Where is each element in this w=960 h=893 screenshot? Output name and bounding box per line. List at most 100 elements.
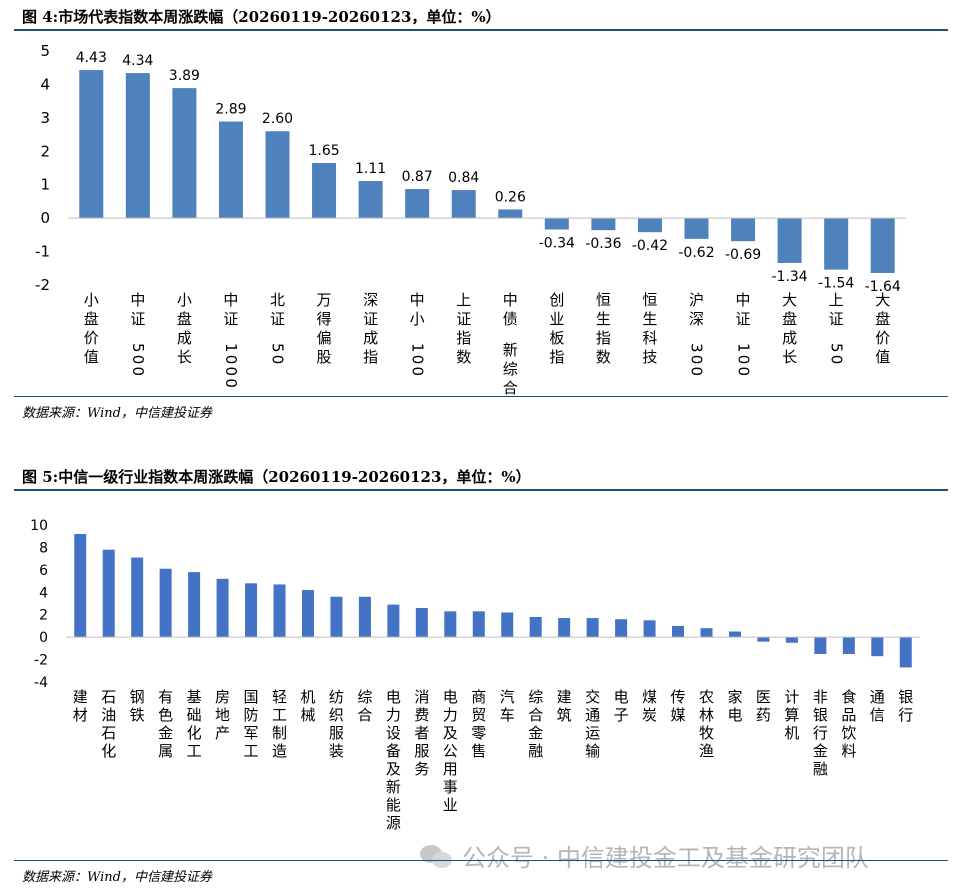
x-tick-label: 电力设备及新能源 bbox=[386, 688, 401, 832]
y-tick-label: -1 bbox=[35, 243, 50, 261]
x-tick-label: 建材 bbox=[73, 688, 88, 724]
x-tick-label: 医药 bbox=[756, 688, 771, 724]
data-label: -1.54 bbox=[818, 276, 854, 292]
x-tick-label: 建筑 bbox=[557, 688, 572, 724]
y-tick-label: 5 bbox=[40, 42, 50, 60]
bar bbox=[757, 637, 770, 642]
y-tick-label: 6 bbox=[39, 563, 48, 579]
y-tick-label: -2 bbox=[35, 276, 50, 294]
bar bbox=[871, 637, 884, 657]
x-tick-label: 交通运输 bbox=[585, 688, 600, 760]
data-label: 4.34 bbox=[122, 53, 153, 69]
x-tick-label: 恒生科技 bbox=[642, 291, 657, 366]
data-label: 1.11 bbox=[355, 161, 386, 177]
y-tick-label: 4 bbox=[39, 585, 48, 601]
figure-5-title-rule bbox=[14, 489, 948, 491]
x-tick-label: 上证 5 0 bbox=[827, 291, 845, 364]
wechat-icon bbox=[420, 843, 454, 869]
figure-5-bottom-rule bbox=[14, 860, 948, 861]
bar bbox=[643, 620, 656, 638]
y-tick-label: 0 bbox=[40, 209, 50, 227]
x-tick-label: 电力及公用事业 bbox=[443, 688, 458, 814]
x-tick-label: 中债-新综合 bbox=[503, 291, 522, 397]
y-tick-label: 3 bbox=[40, 109, 50, 127]
bar bbox=[472, 611, 485, 638]
watermark: 公众号 · 中信建投金工及基金研究团队 bbox=[420, 838, 869, 873]
x-tick-label: 小盘成长 bbox=[177, 291, 192, 366]
x-tick-label: 综合金融 bbox=[528, 688, 543, 760]
x-tick-label: 有色金属 bbox=[158, 688, 173, 760]
figure-4-bar-chart: -2 -1 0 1 2 3 4 5 4.43 小盘价值 4.34 中证 5 0 0 3.89 小盘成长 2.89 中… bbox=[35, 42, 906, 397]
y-tick-label: -4 bbox=[34, 675, 48, 691]
bar bbox=[245, 583, 258, 638]
x-tick-label: 汽车 bbox=[500, 688, 515, 724]
x-tick-label: 煤炭 bbox=[642, 688, 657, 724]
x-tick-label: 中证 1 0 0 bbox=[734, 291, 752, 376]
y-tick-label: 8 bbox=[39, 540, 48, 556]
bar bbox=[387, 604, 400, 638]
x-tick-label: 大盘价值 bbox=[875, 291, 890, 366]
x-tick-label: 北证 5 0 bbox=[269, 291, 287, 364]
figure-4-bottom-rule bbox=[14, 396, 948, 397]
bar bbox=[591, 218, 616, 231]
x-tick-label: 深证成指 bbox=[363, 291, 378, 366]
data-label: -0.69 bbox=[725, 247, 761, 263]
data-label: 4.43 bbox=[76, 50, 107, 66]
bar bbox=[312, 162, 337, 219]
data-label: -1.64 bbox=[865, 279, 901, 295]
bar bbox=[544, 218, 569, 230]
bar bbox=[615, 619, 628, 638]
y-tick-label: 2 bbox=[39, 608, 48, 624]
bar bbox=[637, 218, 662, 233]
x-tick-label: 传媒 bbox=[671, 688, 686, 724]
x-tick-label: 中证 5 0 0 bbox=[129, 291, 147, 376]
bar bbox=[358, 181, 383, 219]
bar bbox=[330, 596, 343, 638]
x-tick-label: 创业板指 bbox=[549, 291, 564, 366]
bar bbox=[125, 73, 150, 219]
x-tick-label: 通信 bbox=[870, 688, 885, 724]
data-label: 0.26 bbox=[495, 189, 526, 205]
bar bbox=[870, 218, 895, 273]
x-tick-label: 机械 bbox=[300, 688, 315, 724]
y-tick-label: 10 bbox=[30, 518, 48, 534]
figure-4-source: 数据来源：Wind，中信建投证券 bbox=[22, 406, 212, 421]
bar bbox=[700, 628, 713, 638]
bar bbox=[265, 131, 290, 219]
watermark-text: 公众号 · 中信建投金工及基金研究团队 bbox=[462, 844, 869, 872]
data-label: 0.87 bbox=[402, 169, 433, 185]
bar bbox=[501, 612, 514, 638]
bar bbox=[172, 88, 197, 219]
x-tick-label: 综合 bbox=[357, 688, 372, 724]
figure-5-source: 数据来源：Wind，中信建投证券 bbox=[22, 870, 212, 885]
bar bbox=[824, 218, 849, 270]
bar bbox=[159, 568, 172, 638]
data-label: -1.34 bbox=[771, 269, 807, 285]
bar bbox=[415, 607, 428, 638]
x-tick-label: 计算机 bbox=[784, 688, 799, 742]
x-tick-label: 基础化工 bbox=[187, 688, 202, 760]
bar bbox=[558, 618, 571, 638]
x-tick-label: 中证 1 0 0 0 bbox=[222, 291, 240, 388]
bar bbox=[405, 189, 430, 219]
x-tick-label: 商贸零售 bbox=[471, 688, 486, 760]
x-tick-label: 国防军工 bbox=[244, 688, 259, 760]
bar bbox=[358, 596, 371, 638]
x-tick-label: 非银行金融 bbox=[813, 688, 828, 778]
y-tick-label: 4 bbox=[40, 75, 50, 93]
x-tick-label: 家电 bbox=[727, 688, 742, 724]
data-label: 1.65 bbox=[308, 143, 339, 159]
bar bbox=[273, 584, 286, 638]
bar bbox=[79, 70, 104, 219]
bar bbox=[188, 572, 201, 638]
bar bbox=[218, 121, 243, 219]
bar bbox=[102, 549, 115, 638]
figure-5-bar-chart: -4 -2 0 2 4 6 8 10 建材石油石化钢铁有色金属基础化工房地产国防军工轻工制造机械… bbox=[30, 518, 920, 832]
bar bbox=[777, 218, 802, 263]
x-tick-label: 电子 bbox=[614, 688, 629, 724]
bar bbox=[216, 578, 229, 638]
bar bbox=[814, 637, 827, 654]
x-tick-label: 恒生指数 bbox=[596, 291, 611, 366]
bar bbox=[444, 611, 457, 638]
bar bbox=[684, 218, 709, 239]
